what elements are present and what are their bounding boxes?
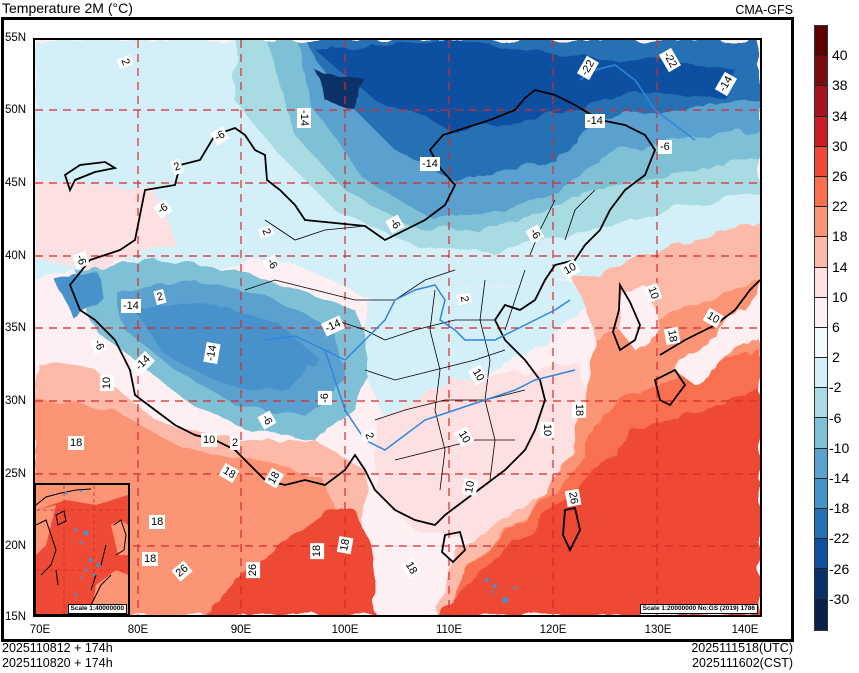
colorbar-tick: 14	[832, 258, 848, 275]
contour-label: 26	[564, 488, 582, 508]
colorbar-segment	[815, 358, 827, 389]
colorbar-tick: 38	[832, 77, 848, 94]
contour-label: -6	[658, 140, 672, 154]
contour-label: 18	[336, 535, 354, 555]
colorbar-tick: -2	[829, 379, 842, 396]
lat-label: 35N	[5, 322, 27, 334]
colorbar-tick: 26	[832, 168, 848, 184]
colorbar-tick: -26	[829, 560, 850, 577]
lon-label: 80E	[127, 624, 149, 636]
contour-label: 10	[461, 477, 479, 497]
lon-label: 120E	[539, 624, 567, 636]
colorbar-segment	[815, 207, 827, 238]
lon-label: 140E	[731, 624, 759, 636]
sea-dots	[485, 578, 517, 603]
national-border	[63, 89, 760, 564]
colorbar-segment	[815, 539, 827, 570]
valid-time-utc: 2025111518(UTC)	[691, 641, 793, 655]
colorbar-segment	[815, 478, 827, 509]
colorbar-tick: 18	[832, 228, 848, 245]
south-china-sea-inset[interactable]: Scale 1:40000000	[34, 483, 130, 616]
model-source-label: CMA-GFS	[735, 3, 793, 17]
colorbar-segment	[815, 267, 827, 298]
contour-label: -14	[296, 108, 311, 128]
colorbar-segment	[815, 176, 827, 208]
contour-label: -14	[420, 157, 440, 171]
chart-title: Temperature 2M (°C)	[2, 0, 133, 16]
contour-label: 18	[149, 515, 166, 529]
map-scale-label: Scale 1:20000000 No:GS (2019) 1786	[639, 604, 758, 614]
colorbar-tick: 34	[832, 107, 848, 124]
temperature-field	[35, 40, 760, 615]
colorbar-segment	[815, 146, 827, 177]
lon-label: 90E	[230, 624, 252, 636]
contour-label: 18	[68, 436, 85, 450]
contour-label: -14	[121, 299, 141, 313]
inset-map	[36, 485, 128, 614]
inset-scale-label: Scale 1:40000000	[67, 604, 127, 614]
colorbar-tick: -14	[829, 470, 850, 486]
colorbar-segment	[815, 56, 827, 87]
lon-label: 130E	[644, 624, 672, 636]
contour-label: 26	[246, 561, 261, 579]
colorbar-segment	[815, 388, 827, 419]
colorbar-segment	[815, 86, 827, 117]
init-time-cst: 2025110820 + 174h	[2, 656, 113, 670]
colorbar-tick: 10	[832, 288, 848, 305]
lat-label: 25N	[5, 468, 27, 480]
lat-label: 50N	[5, 104, 27, 116]
colorbar-segment	[815, 237, 827, 268]
colorbar-tick: 40	[832, 47, 848, 64]
contour-label: 2	[230, 436, 241, 450]
colorbar-tick: 2	[832, 349, 840, 366]
contour-label: -14	[585, 114, 605, 128]
colorbar-segment	[815, 509, 827, 540]
colorbar-segment	[815, 116, 827, 147]
province-borders	[244, 189, 596, 491]
colorbar-segment	[815, 599, 827, 630]
init-time-utc: 2025110812 + 174h	[2, 641, 113, 655]
lat-label: 30N	[5, 395, 27, 407]
colorbar-tick: 6	[832, 319, 840, 335]
contour-label: -6	[317, 391, 332, 405]
colorbar-tick: -6	[829, 409, 842, 426]
lon-label: 110E	[435, 624, 463, 636]
contour-label: 18	[572, 401, 587, 419]
colorbar-segment	[815, 297, 827, 328]
lon-label: 100E	[331, 624, 359, 636]
lat-label: 45N	[5, 177, 27, 189]
colorbar-segment	[815, 26, 827, 57]
lat-label: 55N	[5, 32, 27, 44]
lon-label: 70E	[29, 624, 51, 636]
colorbar-segment	[815, 327, 827, 359]
lat-label: 20N	[5, 540, 27, 552]
colorbar-segment	[815, 448, 827, 479]
colorbar-tick: -10	[829, 439, 850, 456]
temperature-map[interactable]: 2 -6 2 -14 -14 -6 2 -6 -6 -6 2 -14 -14 -6 -14 -14 10 -6 -6…	[33, 38, 762, 617]
colorbar-tick: -18	[829, 500, 850, 517]
colorbar-segment	[815, 569, 827, 600]
rivers	[264, 64, 696, 451]
colorbar-tick: -30	[829, 590, 850, 607]
valid-time-cst: 2025111602(CST)	[692, 656, 793, 670]
colorbar-tick: -22	[829, 530, 850, 547]
colorbar-tick: 30	[832, 137, 848, 154]
contour-label: 18	[663, 326, 681, 346]
colorbar-segment	[815, 418, 827, 449]
plot-frame	[1, 17, 794, 642]
lat-label: 15N	[5, 611, 27, 623]
colorbar-tick: 22	[832, 198, 848, 215]
contour-label: 10	[100, 374, 115, 392]
colorbar	[814, 25, 828, 631]
contour-label: 10	[201, 433, 218, 447]
contour-label: 18	[142, 552, 159, 566]
contour-label: 18	[310, 542, 325, 560]
contour-label: 10	[540, 421, 555, 439]
lat-label: 40N	[5, 250, 27, 262]
